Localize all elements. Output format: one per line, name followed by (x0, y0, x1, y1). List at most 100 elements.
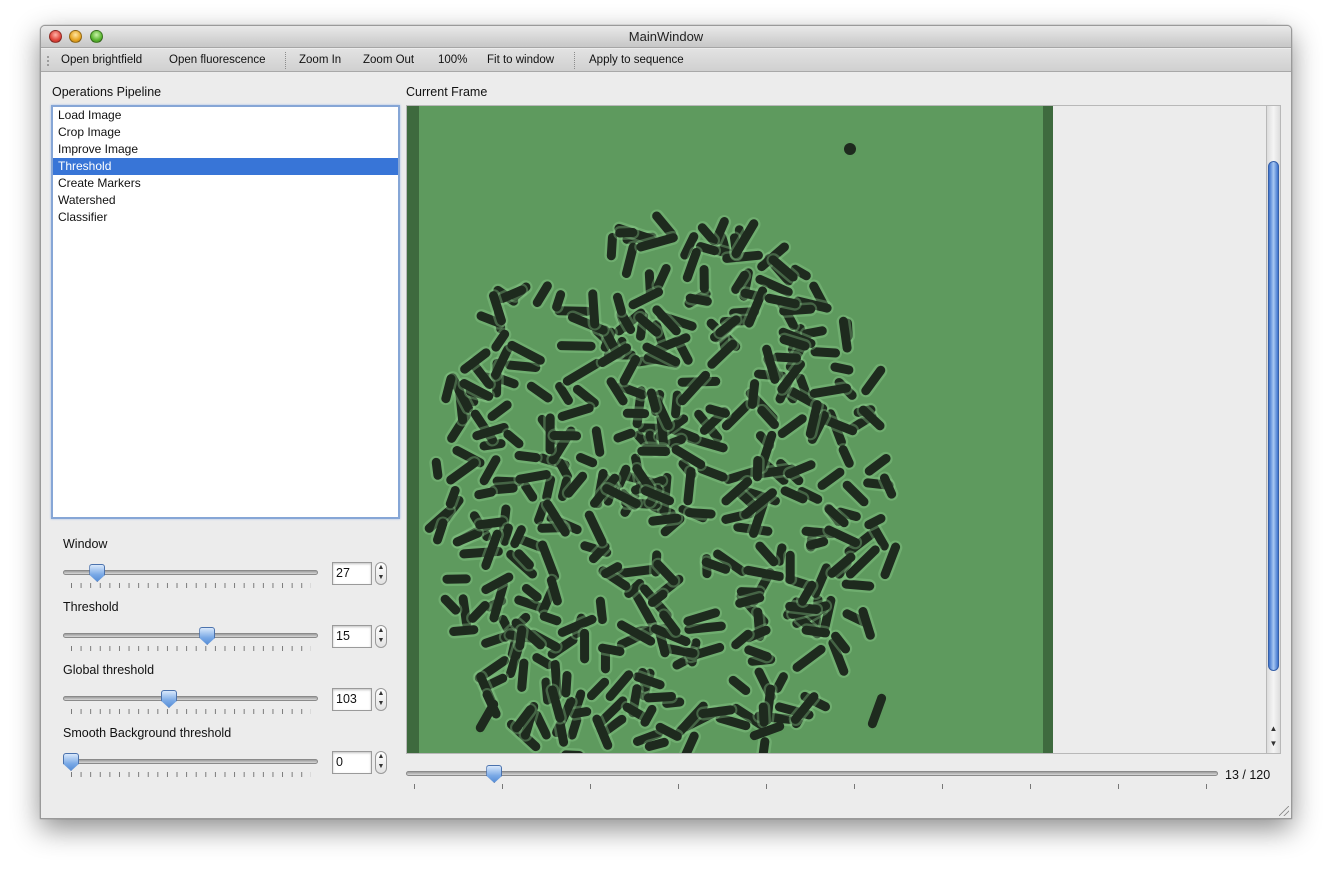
cell (731, 219, 759, 259)
smooth-bg-threshold-slider-thumb[interactable] (63, 753, 79, 771)
window-slider-thumb[interactable] (89, 564, 106, 582)
cell (542, 475, 556, 502)
cell (721, 477, 753, 506)
cell (758, 737, 770, 753)
cell (752, 456, 763, 482)
close-window-icon[interactable] (49, 30, 62, 43)
scroll-down-arrow-icon[interactable]: ▼ (1269, 739, 1278, 748)
cell (528, 629, 561, 652)
list-item[interactable]: Create Markers (58, 176, 141, 190)
cell (479, 439, 506, 451)
title-bar[interactable]: MainWindow (41, 26, 1291, 48)
fit-to-window-button[interactable]: Fit to window (487, 54, 555, 66)
zoom-in-button[interactable]: Zoom In (299, 54, 342, 66)
cell (506, 641, 524, 679)
cell (838, 316, 852, 353)
zoom-window-icon[interactable] (90, 30, 103, 43)
cell (655, 722, 682, 741)
cell (588, 289, 600, 329)
cell (824, 525, 861, 548)
open-fluorescence-button[interactable]: Open fluorescence (169, 54, 266, 66)
cell (735, 593, 765, 608)
cell (517, 658, 529, 692)
threshold-spinbox-input[interactable]: 15 (332, 625, 372, 648)
spin-arrows-icon[interactable]: ▲ ▼ (375, 562, 387, 585)
minimize-window-icon[interactable] (69, 30, 82, 43)
frame-slider-track[interactable] (406, 771, 1218, 776)
window-slider-track[interactable] (63, 570, 318, 575)
threshold-slider-track[interactable] (63, 633, 318, 638)
cell (514, 595, 546, 612)
cell (869, 523, 889, 551)
cell (475, 699, 499, 733)
cell (830, 362, 854, 375)
cell (431, 457, 443, 480)
cell (557, 476, 571, 502)
global-threshold-spinbox-input[interactable]: 103 (332, 688, 372, 711)
cell (795, 373, 812, 401)
window-spinbox-input[interactable]: 27 (332, 562, 372, 585)
cell (646, 388, 660, 413)
global-threshold-slider-thumb[interactable] (160, 690, 177, 708)
global-threshold-slider-track[interactable] (63, 696, 318, 701)
vertical-scrollbar-thumb[interactable] (1268, 161, 1279, 671)
cell (597, 343, 632, 367)
list-item-selected[interactable]: Threshold (53, 158, 398, 175)
cell (695, 242, 720, 256)
cell (801, 326, 827, 339)
cell (798, 580, 817, 606)
cell (684, 621, 726, 634)
apply-to-sequence-button[interactable]: Apply to sequence (589, 54, 684, 66)
threshold-slider-thumb[interactable] (199, 627, 216, 645)
smooth-bg-threshold-spinbox-input[interactable]: 0 (332, 751, 372, 774)
cell (643, 692, 676, 703)
cell (449, 625, 479, 637)
cell (636, 233, 678, 252)
smooth-bg-threshold-slider-track[interactable] (63, 759, 318, 764)
cell (615, 565, 657, 578)
cell (591, 426, 605, 457)
open-brightfield-button[interactable]: Open brightfield (61, 54, 143, 66)
zoom-100-button[interactable]: 100% (438, 54, 468, 66)
cell (476, 311, 504, 328)
scroll-up-arrow-icon[interactable]: ▲ (1269, 724, 1278, 733)
list-item[interactable]: Crop Image (58, 125, 121, 139)
cell (713, 549, 747, 576)
cell (792, 644, 826, 672)
toolbar-grip-icon[interactable] (46, 55, 50, 66)
cell (505, 360, 541, 372)
cell (744, 625, 771, 643)
cell (617, 310, 636, 335)
cell (521, 583, 542, 602)
resize-grip-icon[interactable] (1279, 806, 1289, 816)
cell (810, 347, 841, 358)
image-scroll-area[interactable]: ▲ ▼ (406, 105, 1281, 754)
cell (841, 579, 875, 591)
cell (797, 487, 823, 504)
spin-arrows-icon[interactable]: ▲ ▼ (375, 688, 387, 711)
cell (768, 255, 798, 282)
cell (805, 400, 822, 439)
cell (515, 470, 551, 484)
list-item[interactable]: Watershed (58, 193, 116, 207)
cell (675, 339, 693, 365)
smooth-bg-threshold-param-label: Smooth Background threshold (63, 726, 232, 740)
list-item[interactable]: Classifier (58, 210, 108, 224)
cell (526, 381, 553, 403)
list-item[interactable]: Load Image (58, 108, 122, 122)
list-item[interactable]: Improve Image (58, 142, 139, 156)
cell (554, 306, 592, 316)
cell (721, 400, 753, 431)
cell (831, 631, 851, 654)
frame-slider-thumb[interactable] (486, 765, 503, 783)
cell (514, 451, 541, 463)
cell (475, 517, 507, 530)
spin-arrows-icon[interactable]: ▲ ▼ (375, 751, 387, 774)
vertical-scrollbar[interactable]: ▲ ▼ (1266, 106, 1280, 753)
pipeline-title: Operations Pipeline (52, 85, 162, 99)
zoom-out-button[interactable]: Zoom Out (363, 54, 415, 66)
spin-arrows-icon[interactable]: ▲ ▼ (375, 625, 387, 648)
cell (723, 466, 760, 484)
cell (614, 464, 631, 489)
operations-pipeline-list[interactable]: Load Image Crop Image Improve Image Thre… (51, 105, 400, 519)
